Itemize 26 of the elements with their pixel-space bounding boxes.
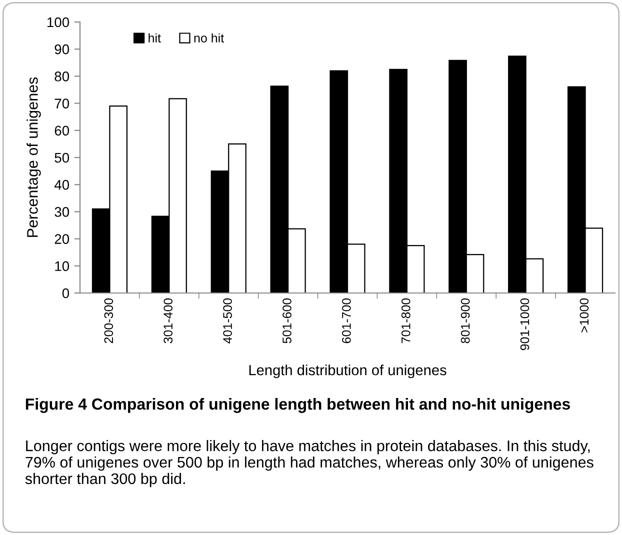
- y-tick-label: 90: [54, 44, 70, 54]
- x-tick-label: 200-300: [104, 298, 114, 344]
- y-tick-label: 60: [54, 126, 70, 136]
- y-tick-label: 0: [62, 288, 70, 298]
- x-tick-label: 601-700: [342, 298, 351, 344]
- y-tick-label: 50: [54, 152, 70, 163]
- y-tick-label: 40: [54, 180, 70, 190]
- x-axis-title: Length distribution of unigenes: [249, 364, 446, 378]
- x-tick-label: 701-800: [401, 298, 410, 344]
- x-tick-label: 801-900: [460, 298, 470, 344]
- x-tick-label: 401-500: [223, 298, 232, 344]
- y-tick-label: 30: [54, 207, 70, 217]
- x-tick-label: 501-600: [282, 298, 292, 344]
- y-tick-label: 70: [54, 98, 70, 108]
- y-tick-label: 20: [54, 234, 70, 244]
- text: Figure 4 Comparison of unigene length between hit and no-hit unigenes: [26, 398, 570, 413]
- y-tick-label: 10: [55, 261, 70, 272]
- text: Longer contigs were more likely to have matches in protein databases. In this study, 79% of unigenes over 500 bp in length had matches, whereas only 30% of unigenes shorter than 300 bp did.: [25, 440, 594, 488]
- legend-label: hit: [148, 33, 161, 42]
- y-tick-label: 100: [47, 17, 70, 28]
- legend-label: no hit: [194, 33, 224, 42]
- x-tick-label: 301-400: [164, 298, 173, 344]
- x-tick-label: 901-1000: [520, 298, 530, 350]
- y-tick-label: 80: [54, 72, 70, 82]
- y-axis-title: Percentage of unigenes: [26, 77, 41, 237]
- x-tick-label: >1000: [580, 298, 589, 332]
